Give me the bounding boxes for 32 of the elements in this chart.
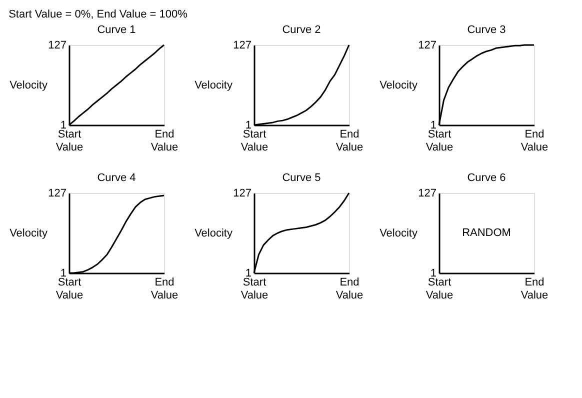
x-tick-label: Start Value (56, 128, 84, 154)
y-tick-label: 127 (418, 40, 436, 52)
y-axis-title: Velocity (194, 80, 233, 92)
x-tick-label: Start Value (240, 276, 268, 302)
chart-title: Curve 5 (282, 172, 321, 184)
chart-title: Curve 1 (97, 24, 136, 36)
y-axis-title: Velocity (380, 228, 418, 240)
x-tick-label: End Value (520, 276, 548, 302)
y-axis-title: Velocity (10, 228, 48, 240)
x-tick-label: Start Value (56, 276, 84, 302)
x-tick-label: Start Value (426, 276, 454, 302)
chart-title: Curve 2 (282, 24, 321, 36)
y-axis-title: Velocity (380, 80, 418, 92)
x-tick-label: End Value (150, 276, 178, 302)
y-tick-label: 127 (418, 188, 436, 200)
chart-title: Curve 3 (467, 24, 506, 36)
y-tick-label: 127 (48, 188, 66, 200)
y-axis-title: Velocity (10, 80, 48, 92)
x-tick-label: End Value (336, 276, 364, 302)
y-axis-title: Velocity (194, 228, 233, 240)
x-tick-label: Start Value (426, 128, 454, 154)
y-tick-label: 127 (233, 188, 252, 200)
y-tick-label: 127 (233, 40, 252, 52)
x-tick-label: End Value (520, 128, 548, 154)
annotation: RANDOM (462, 227, 511, 239)
chart-title: Curve 4 (97, 172, 136, 184)
x-tick-label: End Value (336, 128, 364, 154)
y-tick-label: 127 (48, 40, 66, 52)
x-tick-label: End Value (150, 128, 178, 154)
x-tick-label: Start Value (240, 128, 268, 154)
text: Start Value = 0%, End Value = 100% (8, 8, 188, 20)
chart-title: Curve 6 (467, 172, 506, 184)
